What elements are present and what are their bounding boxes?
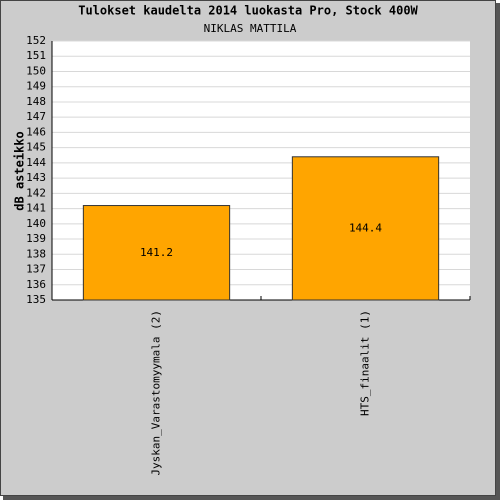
y-tick-label: 145 <box>26 141 46 154</box>
bar <box>291 156 440 301</box>
value-label: 144.4 <box>349 221 382 234</box>
x-tick-label: HTS_finaalit (1) <box>359 310 372 416</box>
chart-subtitle: NIKLAS MATTILA <box>204 22 297 35</box>
y-tick-label: 152 <box>26 34 46 47</box>
x-tick-label: Jyskan_Varastomyymala (2) <box>150 310 163 476</box>
y-tick-label: 141 <box>26 202 46 215</box>
y-axis-label: dB asteikko <box>13 131 27 210</box>
y-tick-label: 151 <box>26 49 46 62</box>
y-tick-label: 137 <box>26 263 46 276</box>
y-tick-label: 148 <box>26 95 46 108</box>
y-tick-label: 146 <box>26 125 46 138</box>
y-tick-label: 143 <box>26 171 46 184</box>
y-tick-label: 136 <box>26 278 46 291</box>
y-tick-label: 142 <box>26 186 46 199</box>
y-tick-label: 150 <box>26 64 46 77</box>
y-tick-label: 140 <box>26 217 46 230</box>
y-tick-label: 147 <box>26 110 46 123</box>
y-tick-label: 138 <box>26 247 46 260</box>
y-tick-label: 149 <box>26 80 46 93</box>
y-tick-label: 144 <box>26 156 46 169</box>
value-label: 141.2 <box>140 246 173 259</box>
chart-title: Tulokset kaudelta 2014 luokasta Pro, Sto… <box>78 4 418 18</box>
bar <box>82 205 231 301</box>
y-tick-label: 135 <box>26 293 46 306</box>
y-tick-label: 139 <box>26 232 46 245</box>
